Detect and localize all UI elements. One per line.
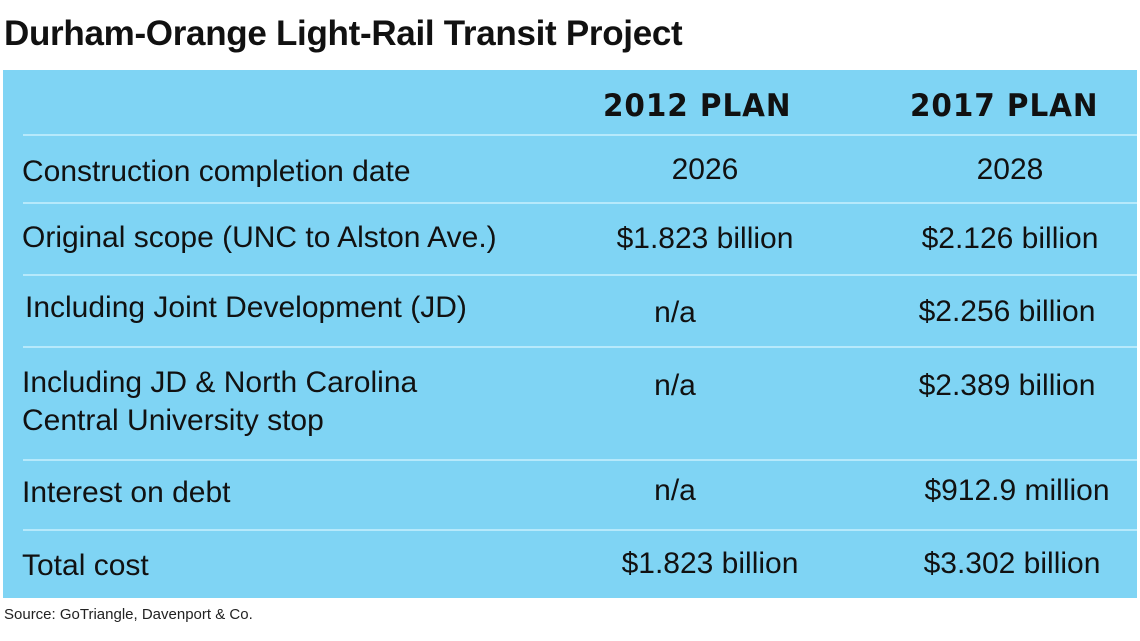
row-divider: [23, 134, 1137, 136]
row-label: Including Joint Development (JD): [25, 291, 467, 324]
row-label: Original scope (UNC to Alston Ave.): [22, 221, 497, 254]
cell-2012: n/a: [654, 296, 696, 329]
row-label: Interest on debt: [22, 476, 231, 509]
source-note: Source: GoTriangle, Davenport & Co.: [4, 606, 253, 623]
row-divider: [23, 202, 1137, 204]
cell-2012: n/a: [654, 474, 696, 507]
cell-2017: $3.302 billion: [923, 547, 1101, 580]
row-divider: [23, 529, 1137, 531]
row-label: Construction completion date: [22, 155, 411, 188]
cell-2012: 2026: [671, 153, 739, 186]
cell-2017: $2.126 billion: [921, 222, 1099, 255]
row-label-line2: Central University stop: [22, 404, 324, 437]
cell-2017: $2.389 billion: [918, 369, 1096, 402]
cell-2012: n/a: [654, 369, 696, 402]
cell-2012: $1.823 billion: [616, 222, 794, 255]
column-header-2012: 2012 PLAN: [602, 88, 792, 124]
page-title: Durham-Orange Light-Rail Transit Project: [4, 14, 683, 53]
table-background: [3, 70, 1137, 598]
cell-2017: $2.256 billion: [918, 295, 1096, 328]
cell-2017: $912.9 million: [924, 474, 1110, 507]
column-header-2017: 2017 PLAN: [909, 88, 1099, 124]
row-divider: [23, 459, 1137, 461]
row-divider: [23, 274, 1137, 276]
cell-2012: $1.823 billion: [621, 547, 799, 580]
cell-2017: 2028: [976, 153, 1044, 186]
row-divider: [23, 346, 1137, 348]
row-label: Total cost: [22, 549, 149, 582]
row-label: Including JD & North Carolina: [22, 366, 418, 399]
